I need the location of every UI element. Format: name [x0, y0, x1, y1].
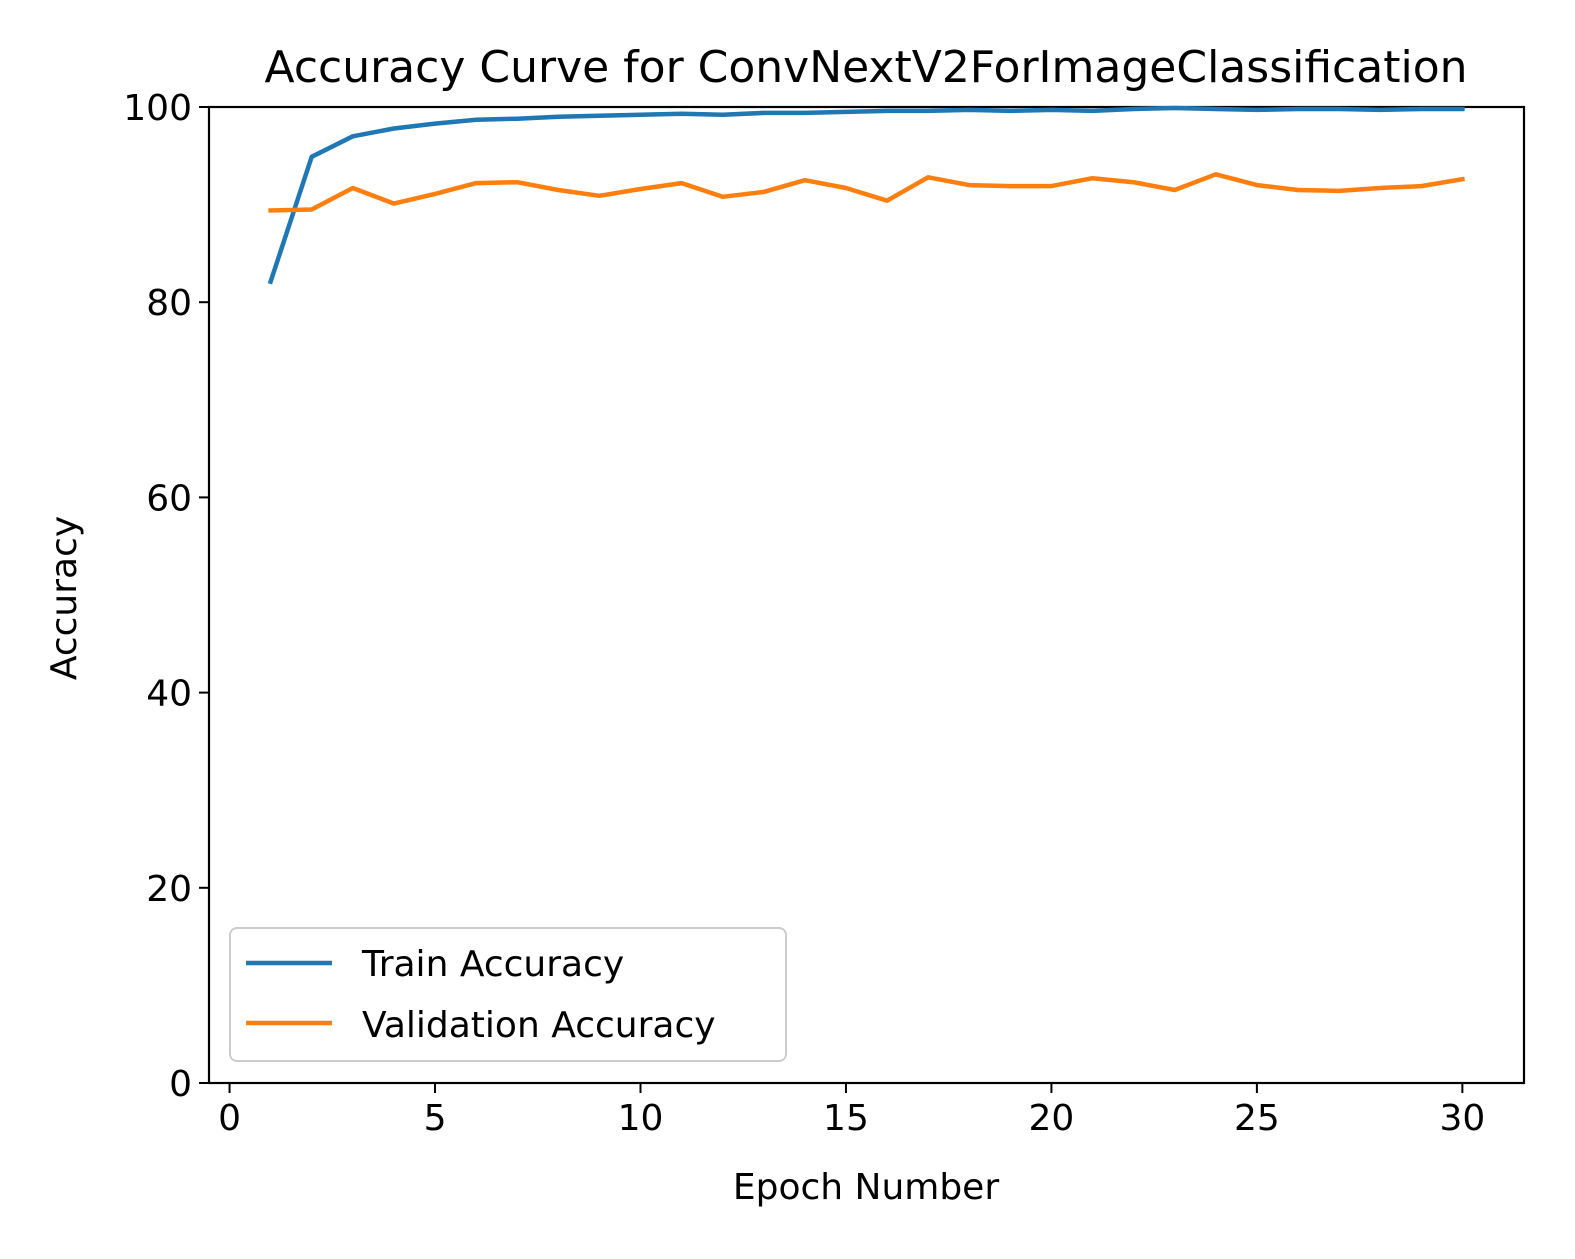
- legend-label-train: Train Accuracy: [361, 944, 624, 985]
- series-lines: [267, 105, 1465, 285]
- legend-label-validation: Validation Accuracy: [362, 1005, 716, 1046]
- x-tick-label: 0: [218, 1098, 241, 1139]
- x-tick-label: 25: [1234, 1098, 1280, 1139]
- y-tick-label: 20: [146, 869, 192, 910]
- series-line-train: [267, 105, 1465, 285]
- x-tick-label: 5: [424, 1098, 447, 1139]
- y-axis-ticks: 0 20 40 60 80 100: [123, 88, 209, 1105]
- y-axis-label: Accuracy: [44, 516, 85, 680]
- plot-area: [207, 105, 1526, 1085]
- y-tick-label: 100: [123, 88, 192, 129]
- y-tick-label: 60: [146, 478, 192, 519]
- x-tick-label: 20: [1029, 1098, 1075, 1139]
- x-tick-label: 10: [618, 1098, 664, 1139]
- chart-title: Accuracy Curve for ConvNextV2ForImageCla…: [265, 42, 1468, 93]
- y-tick-label: 40: [146, 674, 192, 715]
- x-tick-label: 30: [1439, 1098, 1485, 1139]
- y-tick-label: 0: [169, 1064, 192, 1105]
- series-line-validation: [268, 172, 1465, 213]
- x-axis-label: Epoch Number: [733, 1167, 999, 1208]
- y-tick-label: 80: [146, 283, 192, 324]
- legend: Train Accuracy Validation Accuracy: [229, 927, 787, 1062]
- x-axis-ticks: 0 5 10 15 20 25 30: [218, 1083, 1485, 1139]
- legend-box: [229, 927, 787, 1062]
- x-tick-label: 15: [823, 1098, 869, 1139]
